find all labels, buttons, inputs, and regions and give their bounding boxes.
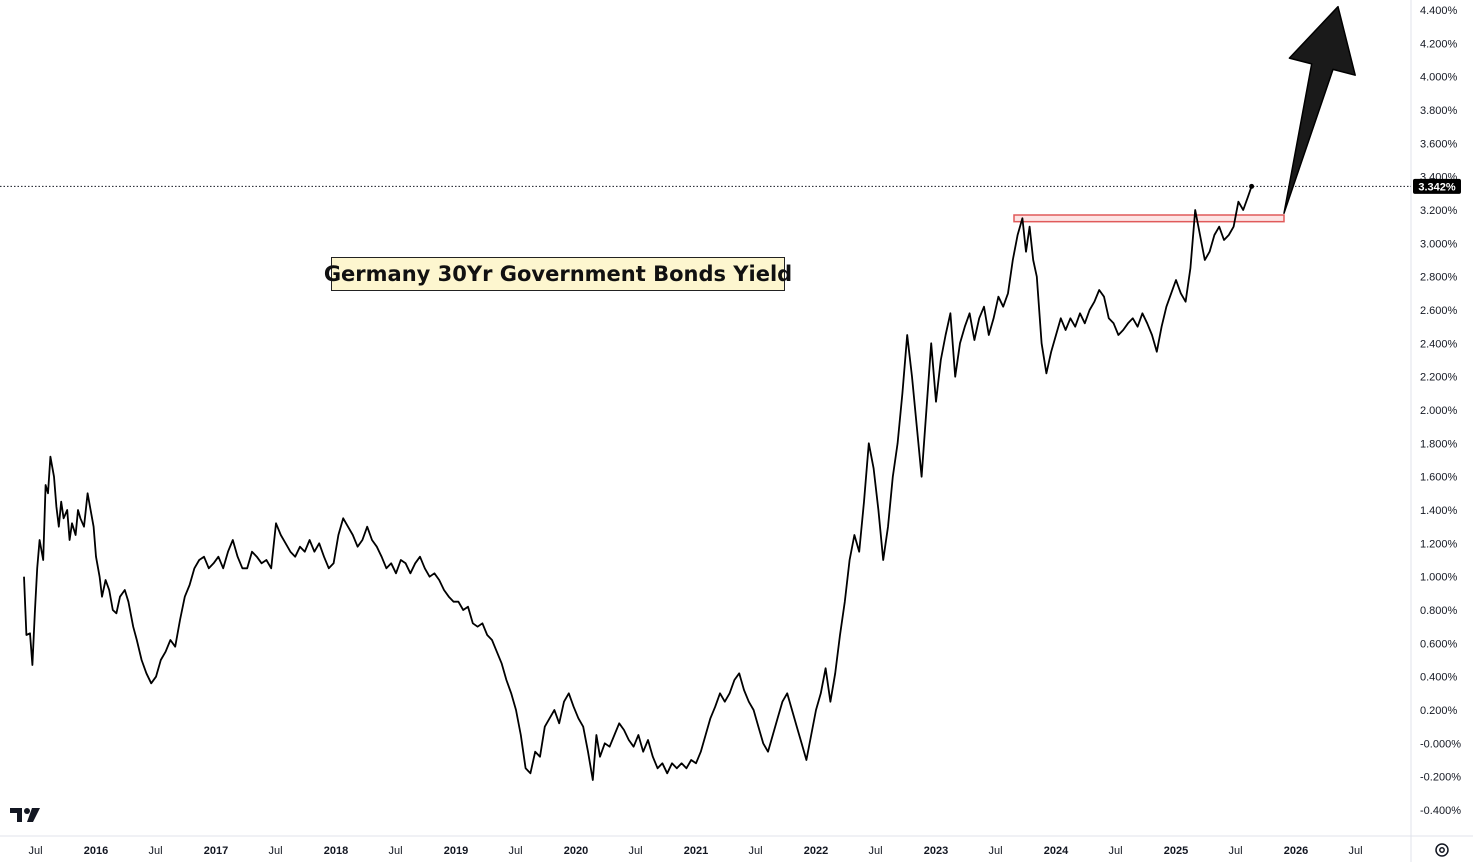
x-tick-label: Jul bbox=[28, 845, 42, 857]
y-tick-label: 0.800% bbox=[1420, 605, 1458, 617]
x-tick-label: 2023 bbox=[924, 845, 948, 857]
y-tick-label: 2.000% bbox=[1420, 405, 1458, 417]
x-tick-label: Jul bbox=[388, 845, 402, 857]
arrow-layer bbox=[1283, 5, 1356, 215]
y-tick-label: 4.200% bbox=[1420, 38, 1458, 50]
yield-series-line[interactable] bbox=[23, 186, 1253, 781]
y-tick-label: 2.800% bbox=[1420, 272, 1458, 284]
x-tick-label: Jul bbox=[148, 845, 162, 857]
resistance-zone-rectangle[interactable] bbox=[1013, 214, 1285, 223]
y-tick-label: 3.600% bbox=[1420, 138, 1458, 150]
y-tick-label: 4.000% bbox=[1420, 72, 1458, 84]
x-axis-ticks: Jul 2016 Jul 2017 Jul 2018 Jul 2019 Jul 2020 Jul 20… bbox=[28, 845, 1362, 857]
x-tick-label: 2020 bbox=[564, 845, 588, 857]
y-tick-label: 3.200% bbox=[1420, 205, 1458, 217]
chart-title[interactable]: Germany 30Yr Government Bonds Yield bbox=[324, 257, 792, 291]
y-tick-label: 2.200% bbox=[1420, 372, 1458, 384]
y-tick-label: -0.400% bbox=[1420, 805, 1461, 817]
x-tick-label: 2017 bbox=[204, 845, 228, 857]
x-tick-label: Jul bbox=[868, 845, 882, 857]
y-tick-label: 1.800% bbox=[1420, 438, 1458, 450]
y-tick-label: 1.600% bbox=[1420, 472, 1458, 484]
last-value-badge bbox=[1413, 178, 1461, 194]
x-tick-label: 2019 bbox=[444, 845, 468, 857]
y-axis-ticks: 4.400%4.200%4.000%3.800%3.600%3.400%3.20… bbox=[1420, 5, 1461, 817]
resistance-zone-layer bbox=[1013, 214, 1285, 223]
y-tick-label: -0.000% bbox=[1420, 738, 1461, 750]
series-layer bbox=[23, 183, 1255, 781]
y-tick-label: 0.400% bbox=[1420, 672, 1458, 684]
y-tick-label: 4.400% bbox=[1420, 5, 1458, 17]
y-tick-label: -0.200% bbox=[1420, 772, 1461, 784]
y-tick-label: 1.200% bbox=[1420, 538, 1458, 550]
x-tick-label: 2018 bbox=[324, 845, 348, 857]
x-tick-label: Jul bbox=[268, 845, 282, 857]
tradingview-logo[interactable] bbox=[10, 806, 42, 824]
x-tick-label: 2016 bbox=[84, 845, 108, 857]
y-tick-label: 1.400% bbox=[1420, 505, 1458, 517]
x-tick-label: 2026 bbox=[1284, 845, 1308, 857]
y-tick-label: 3.800% bbox=[1420, 105, 1458, 117]
x-tick-label: Jul bbox=[1348, 845, 1362, 857]
x-tick-label: Jul bbox=[988, 845, 1002, 857]
settings-icon[interactable] bbox=[1433, 841, 1451, 859]
x-tick-label: 2022 bbox=[804, 845, 828, 857]
last-value-label: 3.342% bbox=[1418, 181, 1456, 193]
x-tick-label: Jul bbox=[1228, 845, 1242, 857]
up-arrow-annotation[interactable] bbox=[1283, 5, 1356, 215]
y-tick-label: 0.200% bbox=[1420, 705, 1458, 717]
x-tick-label: 2024 bbox=[1044, 845, 1069, 857]
x-tick-label: 2025 bbox=[1164, 845, 1188, 857]
x-tick-label: Jul bbox=[628, 845, 642, 857]
y-tick-label: 1.000% bbox=[1420, 572, 1458, 584]
x-tick-label: 2021 bbox=[684, 845, 708, 857]
y-tick-label: 3.000% bbox=[1420, 238, 1458, 250]
y-tick-label: 2.400% bbox=[1420, 338, 1458, 350]
x-tick-label: Jul bbox=[1108, 845, 1122, 857]
y-tick-label: 0.600% bbox=[1420, 638, 1458, 650]
y-tick-label: 2.600% bbox=[1420, 305, 1458, 317]
x-tick-label: Jul bbox=[748, 845, 762, 857]
x-tick-label: Jul bbox=[508, 845, 522, 857]
last-value-layer: 3.342% bbox=[1413, 178, 1461, 194]
last-point-marker bbox=[1249, 183, 1255, 189]
